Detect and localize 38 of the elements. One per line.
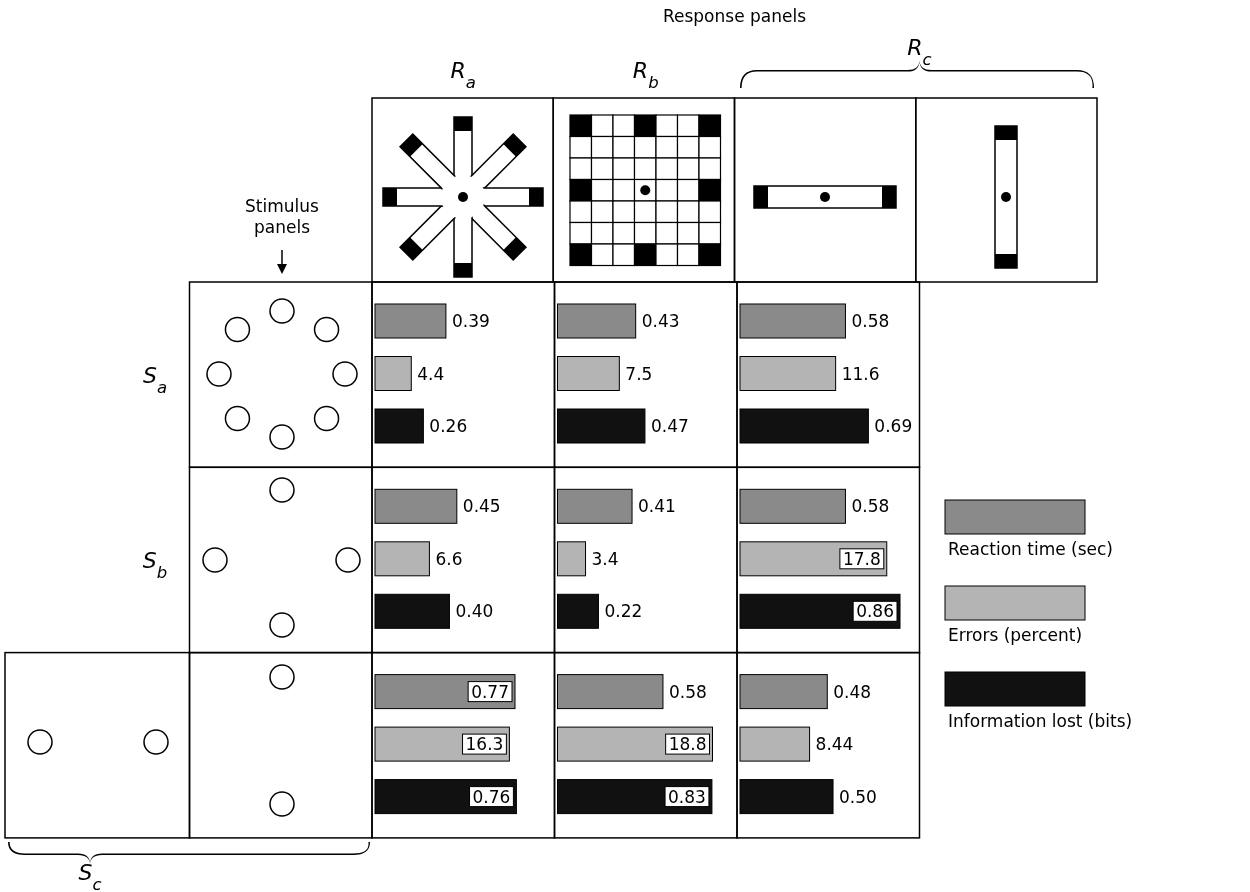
text: S$_{a}$ — [142, 362, 168, 397]
data-label: 0.69 — [874, 416, 913, 436]
data-label: 11.6 — [841, 363, 880, 384]
data-label: 0.58 — [851, 311, 890, 331]
data-label: 0.47 — [650, 416, 689, 436]
data-label: 0.43 — [641, 311, 680, 331]
data-label: 3.4 — [591, 548, 619, 569]
data-label: 17.8 — [842, 548, 881, 569]
text: S$_{c}$ — [78, 860, 102, 892]
data-label: 0.58 — [851, 496, 890, 517]
data-label: 16.3 — [465, 734, 504, 755]
data-label: 0.50 — [839, 786, 877, 807]
text: Reaction time (sec) — [948, 539, 1113, 559]
text: R$_{c}$ — [907, 35, 932, 69]
text: Information lost (bits) — [948, 711, 1133, 731]
data-label: 4.4 — [417, 363, 445, 384]
text: S$_{b}$ — [142, 547, 168, 582]
data-label: 0.45 — [462, 496, 501, 517]
data-label: 0.40 — [455, 601, 494, 622]
data-label: 0.86 — [856, 601, 894, 622]
data-label: 0.41 — [638, 496, 676, 517]
data-label: 18.8 — [668, 734, 707, 755]
text: Response panels — [662, 6, 807, 26]
data-label: 0.48 — [833, 681, 872, 702]
data-label: 0.22 — [604, 601, 643, 622]
data-label: 0.76 — [472, 786, 511, 807]
data-label: 8.44 — [815, 734, 854, 755]
data-label: 6.6 — [435, 548, 463, 569]
text: Errors (percent) — [948, 625, 1083, 645]
text: R$_{b}$ — [632, 58, 659, 92]
data-label: 0.77 — [471, 681, 509, 702]
text: Stimulus panels — [245, 196, 320, 237]
data-label: 0.58 — [668, 681, 707, 702]
data-label: 7.5 — [625, 363, 653, 384]
data-label: 0.39 — [451, 311, 490, 331]
data-label: 0.83 — [668, 786, 706, 807]
text: R$_{a}$ — [450, 58, 476, 92]
data-label: 0.26 — [429, 416, 468, 436]
